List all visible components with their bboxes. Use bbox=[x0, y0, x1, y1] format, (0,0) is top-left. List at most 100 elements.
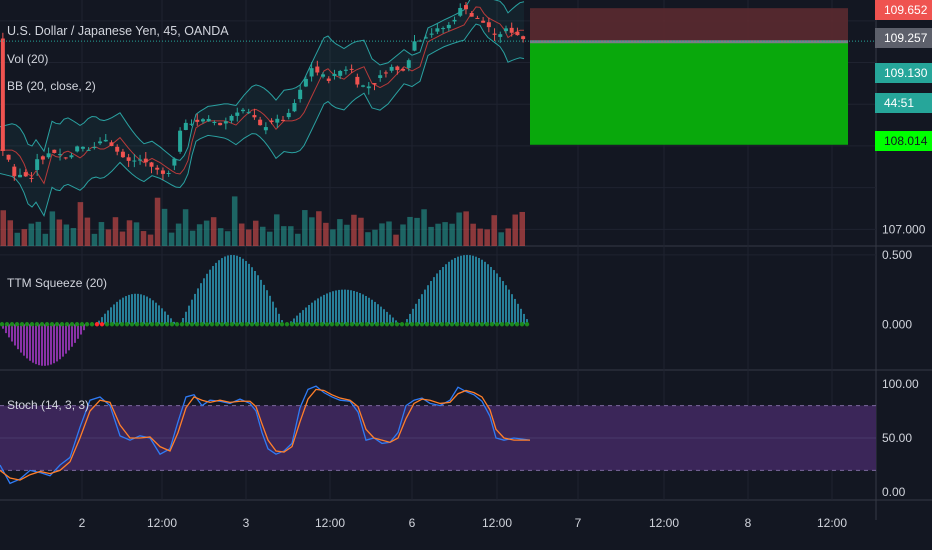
volume-bar bbox=[337, 219, 343, 246]
squeeze-dot bbox=[424, 322, 430, 327]
squeeze-dot bbox=[329, 322, 335, 327]
squeeze-dot bbox=[514, 322, 520, 327]
volume-bar bbox=[189, 230, 196, 246]
squeeze-dot bbox=[494, 322, 500, 327]
candle bbox=[218, 122, 223, 126]
volume-bar bbox=[231, 196, 238, 246]
squeeze-dot bbox=[179, 322, 185, 327]
volume-bar bbox=[196, 224, 203, 246]
time-axis-label: 12:00 bbox=[649, 516, 679, 530]
time-axis-label: 8 bbox=[745, 516, 752, 530]
bar-countdown-tag: 44:51 bbox=[875, 93, 932, 113]
volume-bar bbox=[91, 233, 98, 246]
candle bbox=[40, 156, 45, 160]
chart-title: U.S. Dollar / Japanese Yen, 45, OANDA bbox=[7, 24, 229, 38]
squeeze-dot bbox=[524, 322, 530, 327]
volume-bar bbox=[168, 232, 175, 246]
volume-bar bbox=[407, 216, 413, 246]
candle bbox=[429, 33, 434, 35]
squeeze-dot bbox=[224, 322, 230, 327]
volume-bar bbox=[84, 217, 91, 246]
squeeze-dot bbox=[389, 322, 395, 327]
squeeze-dot bbox=[419, 322, 425, 327]
volume-bar bbox=[49, 211, 56, 246]
squeeze-dot bbox=[489, 322, 495, 327]
squeeze-dot bbox=[104, 322, 110, 327]
volume-bar bbox=[210, 217, 217, 246]
squeeze-dot bbox=[244, 322, 250, 327]
squeeze-dot bbox=[324, 322, 330, 327]
candle bbox=[463, 5, 468, 10]
candle bbox=[183, 122, 188, 130]
volume-bar bbox=[259, 226, 266, 246]
candle bbox=[172, 158, 177, 166]
squeeze-dot bbox=[484, 322, 490, 327]
candle bbox=[481, 20, 486, 23]
volume-bar bbox=[351, 214, 357, 246]
candle bbox=[275, 118, 280, 123]
candle bbox=[29, 177, 34, 179]
squeeze-dot bbox=[479, 322, 485, 327]
candle bbox=[6, 154, 11, 160]
ttm-squeeze-label[interactable]: TTM Squeeze (20) bbox=[7, 276, 108, 290]
volume-bar bbox=[463, 211, 469, 246]
volume-bar bbox=[147, 234, 154, 246]
stoch-axis-label: 100.00 bbox=[882, 377, 919, 391]
time-axis-label: 6 bbox=[409, 516, 416, 530]
squeeze-dot bbox=[69, 322, 75, 327]
volume-bar bbox=[252, 220, 259, 246]
squeeze-dot bbox=[394, 322, 400, 327]
volume-indicator-label[interactable]: Vol (20) bbox=[7, 52, 49, 66]
squeeze-dot bbox=[289, 322, 295, 327]
candle bbox=[52, 149, 57, 153]
volume-bar bbox=[224, 231, 231, 246]
volume-bar bbox=[330, 229, 336, 246]
stochastic-label[interactable]: Stoch (14, 3, 3) bbox=[7, 398, 90, 412]
squeeze-dot bbox=[509, 322, 515, 327]
candle bbox=[303, 78, 308, 87]
candle bbox=[372, 83, 377, 85]
time-axis-label: 7 bbox=[575, 516, 582, 530]
volume-bar bbox=[281, 226, 287, 246]
squeeze-dot bbox=[464, 322, 470, 327]
squeeze-dot bbox=[144, 322, 150, 327]
entry-price-tag: 109.130 bbox=[875, 63, 932, 83]
stop-loss-zone bbox=[530, 8, 848, 42]
candle bbox=[103, 139, 108, 142]
squeeze-dot bbox=[84, 322, 90, 327]
volume-bar bbox=[379, 223, 385, 246]
candle bbox=[309, 68, 314, 77]
squeeze-dot bbox=[279, 322, 285, 327]
bollinger-bands-label[interactable]: BB (20, close, 2) bbox=[7, 79, 96, 93]
candle bbox=[475, 17, 480, 19]
candle bbox=[212, 121, 217, 123]
squeeze-dot bbox=[414, 322, 420, 327]
candle bbox=[115, 146, 120, 152]
squeeze-dot bbox=[474, 322, 480, 327]
volume-bar bbox=[14, 232, 21, 246]
candle bbox=[80, 146, 85, 149]
candle bbox=[160, 170, 165, 174]
volume-bar bbox=[105, 229, 112, 246]
squeeze-dot bbox=[284, 322, 290, 327]
candle bbox=[63, 157, 68, 159]
volume-bar bbox=[112, 217, 119, 246]
squeeze-dot bbox=[129, 322, 135, 327]
squeeze-dot bbox=[259, 322, 265, 327]
volume-bar bbox=[245, 229, 252, 246]
volume-bar bbox=[238, 223, 245, 246]
candle bbox=[12, 166, 17, 177]
volume-bar bbox=[154, 197, 161, 246]
volume-bar bbox=[323, 222, 329, 246]
squeeze-dot bbox=[434, 322, 440, 327]
volume-bar bbox=[344, 224, 350, 246]
time-axis-label: 2 bbox=[79, 516, 86, 530]
candle bbox=[149, 162, 154, 167]
candle bbox=[503, 28, 508, 32]
squeeze-dot bbox=[139, 322, 145, 327]
volume-bar bbox=[98, 222, 105, 246]
squeeze-dot bbox=[149, 322, 155, 327]
squeeze-dot bbox=[359, 322, 365, 327]
squeeze-dot bbox=[74, 322, 80, 327]
